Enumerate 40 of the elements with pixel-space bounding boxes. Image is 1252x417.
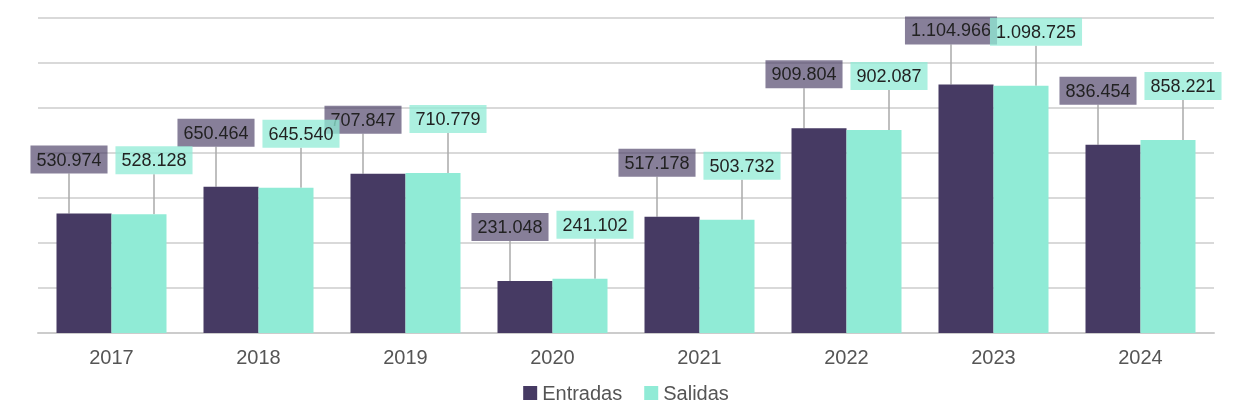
x-tick-label: 2021 [677, 346, 722, 368]
bar [111, 214, 167, 333]
data-label: 909.804 [771, 64, 837, 85]
legend-label: Entradas [542, 382, 623, 404]
bar [350, 173, 406, 333]
x-tick-label: 2024 [1118, 346, 1163, 368]
data-label: 858.221 [1150, 75, 1216, 96]
x-tick-label: 2017 [89, 346, 134, 368]
bar [552, 278, 608, 333]
bar [699, 219, 755, 333]
data-label: 528.128 [121, 150, 187, 171]
data-label: 231.048 [477, 217, 543, 238]
bar [56, 213, 112, 333]
x-tick-label: 2022 [824, 346, 869, 368]
data-label: 836.454 [1065, 80, 1131, 101]
bar [203, 186, 259, 333]
bar [1085, 144, 1141, 333]
x-tick-label: 2018 [236, 346, 281, 368]
data-label: 645.540 [268, 123, 334, 144]
data-label: 1.098.725 [995, 21, 1077, 42]
bar [258, 187, 314, 333]
bar [405, 173, 461, 333]
data-label: 503.732 [709, 155, 775, 176]
legend-label: Salidas [663, 382, 729, 404]
data-label: 650.464 [183, 122, 249, 143]
data-label: 530.974 [36, 149, 102, 170]
data-label: 241.102 [562, 214, 628, 235]
bar [1140, 139, 1196, 333]
bar [846, 130, 902, 333]
x-tick-label: 2023 [971, 346, 1016, 368]
bar [644, 216, 700, 333]
data-label: 710.779 [415, 109, 481, 130]
x-tick-label: 2020 [530, 346, 575, 368]
bar [791, 128, 847, 333]
bar [938, 84, 994, 333]
data-label: 902.087 [856, 66, 922, 87]
data-label: 517.178 [624, 152, 690, 173]
x-tick-label: 2019 [383, 346, 428, 368]
bar [993, 85, 1049, 333]
bar [497, 281, 553, 333]
